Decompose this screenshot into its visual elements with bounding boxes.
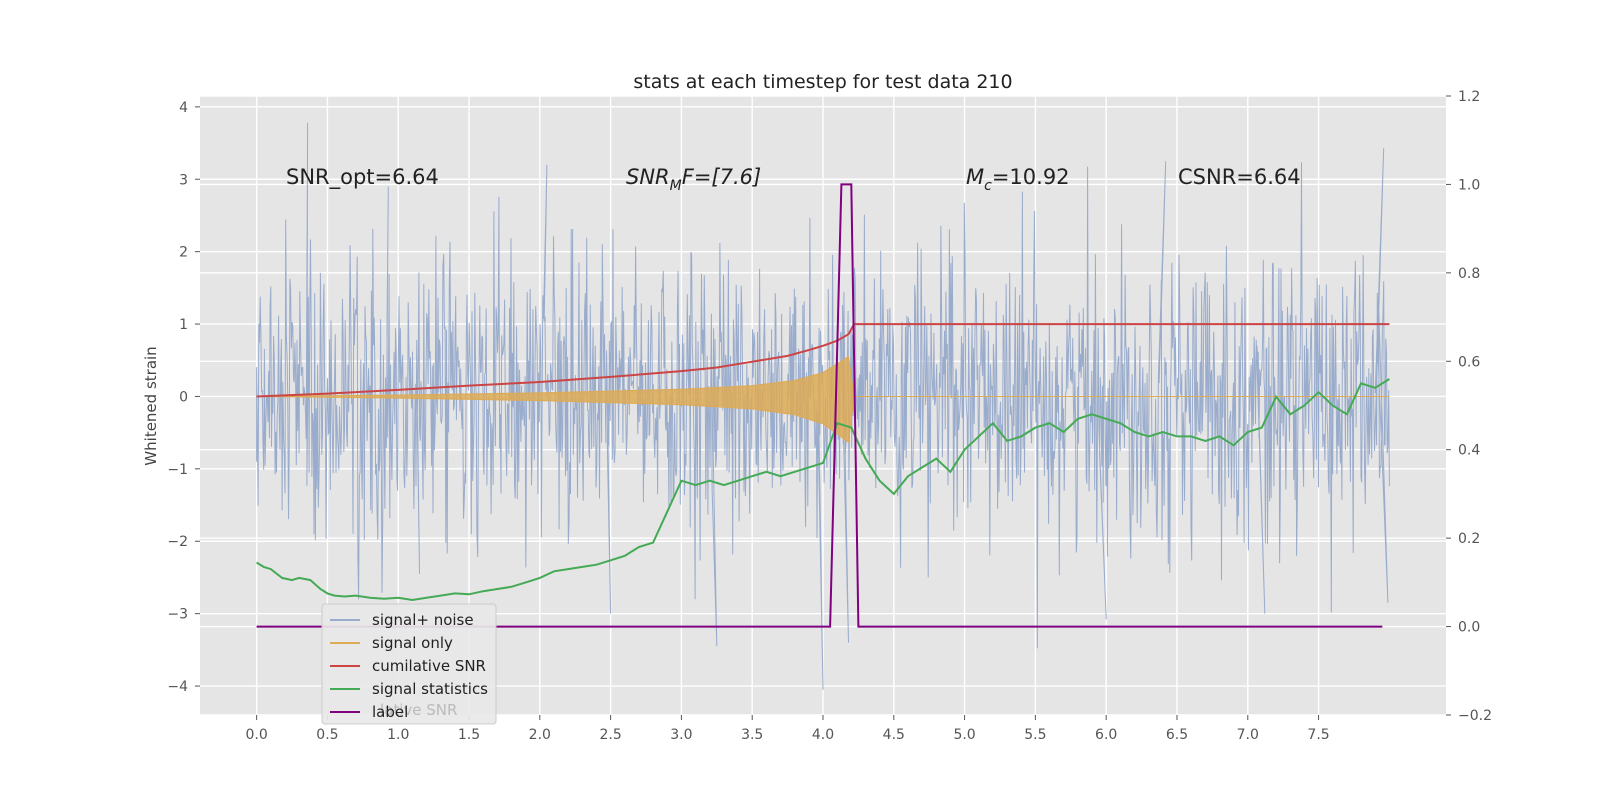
x-tick-label: 5.5 [1024, 727, 1046, 743]
y-tick-label: 1 [179, 317, 188, 333]
y2-tick-label: 0.2 [1458, 531, 1480, 547]
series-layer [256, 122, 1390, 690]
x-tick-label: 6.0 [1095, 727, 1117, 743]
y-tick-label: −1 [167, 462, 188, 478]
y2-tick-label: 0.6 [1458, 354, 1480, 370]
x-tick-label: 4.0 [812, 727, 834, 743]
annotation-snr-mf: SNRMF=[7.6] [626, 165, 761, 194]
series-signal-only [256, 355, 1390, 444]
annotation-snr-mf-main: SNR [626, 165, 670, 189]
x-tick-label: 1.5 [458, 727, 480, 743]
x-tick-label: 1.0 [387, 727, 409, 743]
series-cumulative-snr [256, 323, 1390, 398]
series-signal-statistics [256, 378, 1390, 602]
x-tick-label: 2.0 [529, 727, 551, 743]
y2-tick-label: 0.0 [1458, 620, 1480, 636]
x-tick-label: 0.5 [316, 727, 338, 743]
legend-label: signal+ noise [372, 611, 474, 629]
y2-tick-label: −0.2 [1458, 708, 1492, 724]
y2-tick-label: 1.0 [1458, 177, 1480, 193]
legend-label: label [372, 703, 408, 721]
x-tick-label: 7.0 [1237, 727, 1259, 743]
annotation-snr-mf-rest: F=[7.6] [682, 165, 761, 189]
legend-label: signal only [372, 634, 453, 652]
x-tick-label: 5.0 [953, 727, 975, 743]
annotation-snr-mf-sub: M [670, 178, 682, 194]
series-label [256, 183, 1383, 628]
x-tick-label: 4.5 [883, 727, 905, 743]
y2-tick-label: 1.2 [1458, 89, 1480, 105]
y-tick-label: −4 [167, 679, 188, 695]
y-tick-label: 2 [179, 245, 188, 261]
annotation-mc-main: M [966, 165, 984, 189]
x-tick-label: 3.5 [741, 727, 763, 743]
chart-title: stats at each timestep for test data 210 [633, 71, 1012, 93]
legend-label: signal statistics [372, 680, 488, 698]
annotation-csnr: CSNR=6.64 [1178, 165, 1301, 189]
y-tick-label: 4 [179, 100, 188, 116]
legend-overlap-text: lative SNR [380, 701, 457, 719]
ticks: 0.0 0.5 1.0 1.5 2.0 2.5 3.0 3.5 4.0 4.5 5.0 5.5 6.0 6… [167, 89, 1492, 743]
legend-label: cumilative SNR [372, 657, 486, 675]
y-tick-label: 3 [179, 172, 188, 188]
y-tick-label: 0 [179, 389, 188, 405]
x-tick-label: 2.5 [599, 727, 621, 743]
y-tick-label: −2 [167, 534, 188, 550]
x-tick-label: 6.5 [1166, 727, 1188, 743]
y-axis-label: Whitened strain [142, 346, 160, 465]
x-tick-label: 3.0 [670, 727, 692, 743]
y2-tick-label: 0.8 [1458, 266, 1480, 282]
legend-box [321, 603, 497, 725]
y2-tick-label: 0.4 [1458, 443, 1480, 459]
x-tick-label: 0.0 [246, 727, 268, 743]
annotation-mc-rest: =10.92 [992, 165, 1070, 189]
annotation-mc-sub: c [984, 178, 992, 194]
annotation-snr-opt: SNR_opt=6.64 [286, 165, 439, 190]
annotation-mc: Mc=10.92 [966, 165, 1070, 194]
legend: lative SNR signal+ noise signal only cumila… [321, 603, 497, 725]
y-tick-label: −3 [167, 607, 188, 623]
x-tick-label: 7.5 [1307, 727, 1329, 743]
annotations: SNR_opt=6.64 SNRMF=[7.6] Mc=10.92 CSNR=6… [286, 165, 1301, 194]
